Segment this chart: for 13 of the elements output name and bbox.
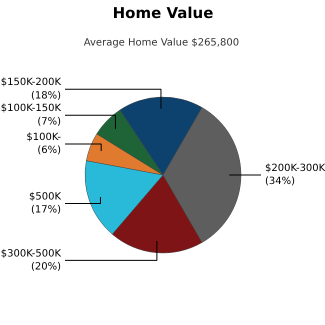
data-label: (7%): [37, 116, 62, 128]
chart-subtitle: Average Home Value $265,800: [84, 38, 240, 48]
slice-label: $100K-150K: [0, 103, 62, 114]
data-label: (34%): [265, 176, 296, 188]
data-label: (17%): [30, 204, 62, 216]
slice-label: $100K-: [26, 132, 62, 143]
slice-label: $150K-200K: [0, 77, 62, 88]
data-label: (20%): [30, 262, 62, 273]
slice-label: $300K-500K: [0, 248, 62, 260]
data-label: (18%): [30, 90, 62, 102]
chart-title: Home Value: [112, 4, 214, 22]
slice-label: $500K: [28, 191, 62, 202]
data-label: (6%): [37, 145, 62, 156]
